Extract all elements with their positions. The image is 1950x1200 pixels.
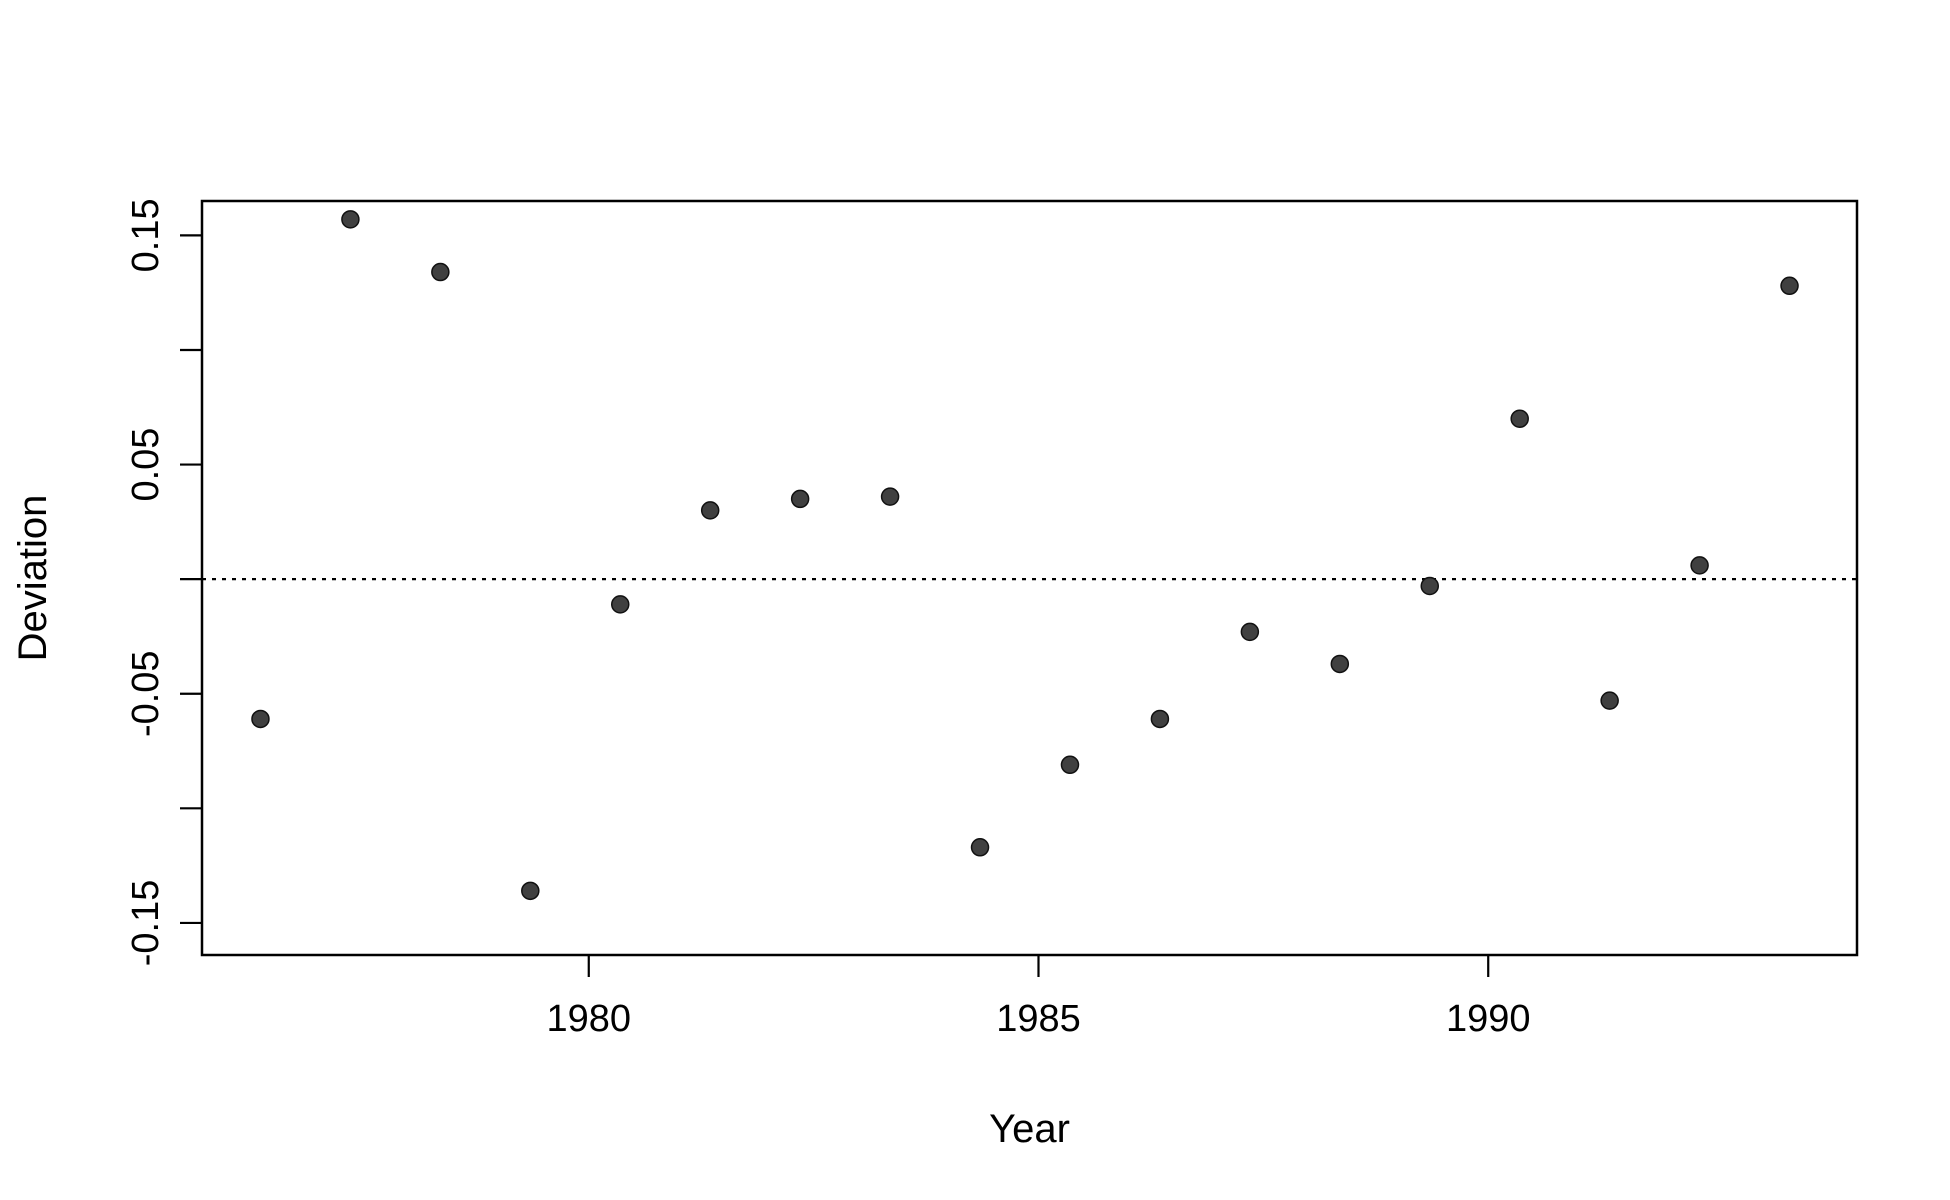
data-points — [251, 210, 1799, 901]
data-point — [880, 487, 900, 506]
data-point — [1330, 654, 1350, 674]
y-tick-label: 0.15 — [125, 198, 167, 272]
data-point — [1240, 622, 1260, 642]
y-tick-label: -0.15 — [125, 880, 167, 967]
data-point — [251, 709, 270, 729]
data-point — [1060, 755, 1080, 775]
x-axis-title: Year — [989, 1107, 1070, 1151]
data-point — [431, 262, 450, 282]
x-tick-label: 1990 — [1446, 998, 1531, 1040]
y-tick-label: -0.05 — [125, 650, 167, 737]
data-point — [1690, 556, 1709, 575]
x-tick-label: 1980 — [546, 998, 631, 1040]
plot-frame — [200, 199, 1859, 957]
data-point — [970, 838, 990, 857]
data-point — [1420, 576, 1440, 596]
data-point — [1150, 709, 1170, 729]
data-point — [341, 210, 360, 229]
data-point — [790, 489, 810, 509]
y-axis-title: Deviation — [11, 495, 55, 662]
y-axis: -0.15 -0.05 0.05 0.15 — [125, 198, 202, 966]
x-tick-label: 1985 — [996, 998, 1081, 1040]
data-point — [700, 501, 720, 520]
data-point — [521, 881, 540, 901]
data-point — [1510, 409, 1529, 428]
data-point — [1600, 691, 1619, 710]
data-point — [610, 595, 630, 614]
data-point — [1780, 276, 1799, 296]
x-axis: 1980 1985 1990 — [546, 955, 1530, 1040]
y-tick-label: 0.05 — [125, 428, 167, 502]
